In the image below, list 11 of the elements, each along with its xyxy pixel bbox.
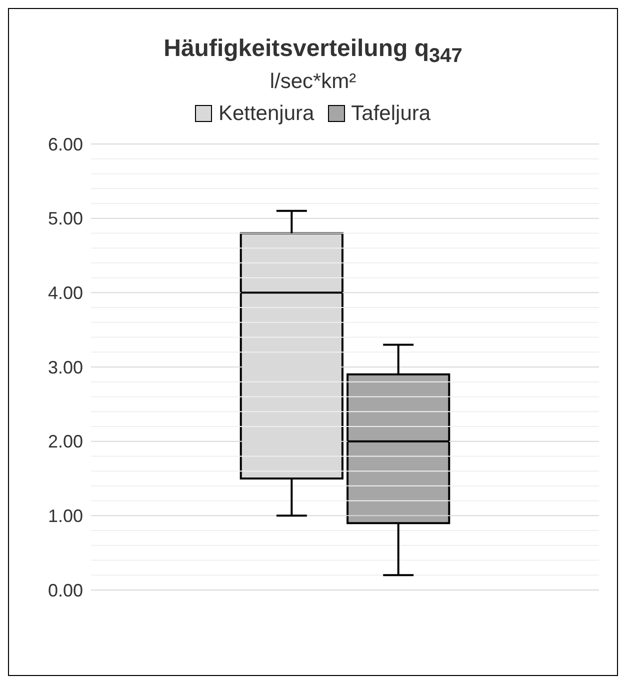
legend-label: Tafeljura <box>350 102 431 126</box>
y-tick-label: 2.00 <box>48 432 83 452</box>
y-tick-label: 6.00 <box>48 134 83 154</box>
y-tick-label: 1.00 <box>48 506 83 526</box>
y-tick-label: 5.00 <box>48 208 83 229</box>
chart-title: Häufigkeitsverteilung q$_{347}$ <box>164 35 462 67</box>
legend-label: Kettenjura <box>217 102 314 126</box>
y-tick-label: 4.00 <box>48 282 83 303</box>
chart-subtitle: l/sec*km² <box>270 70 356 93</box>
y-tick-label: 0.00 <box>48 580 83 600</box>
y-tick-label: 3.00 <box>48 357 83 378</box>
